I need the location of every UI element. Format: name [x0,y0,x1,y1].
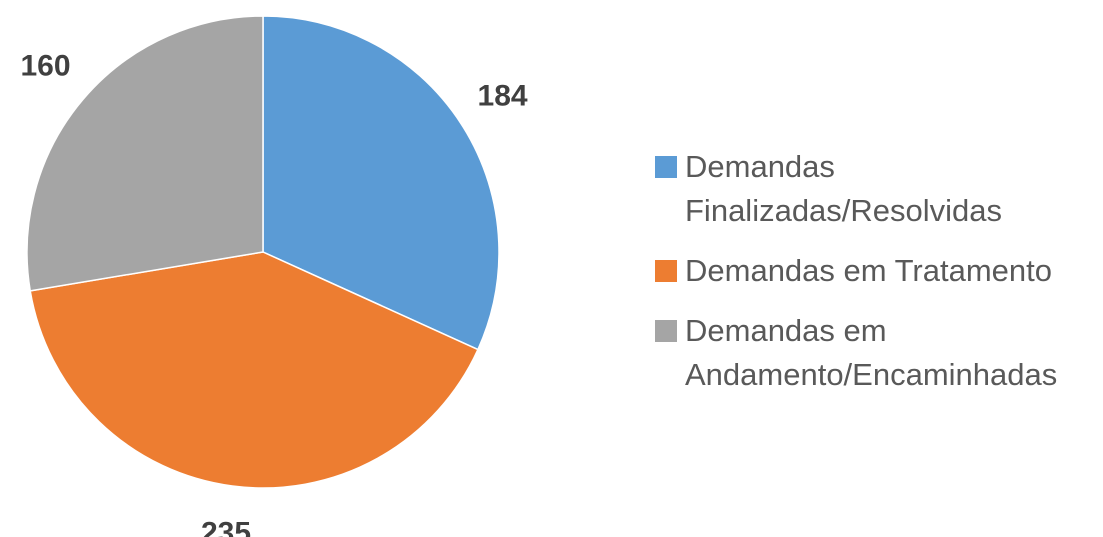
legend: Demandas Finalizadas/Resolvidas Demandas … [655,145,1100,397]
legend-label: Demandas Finalizadas/Resolvidas [685,149,1003,228]
data-label: 160 [20,50,70,83]
pie-slice [29,251,479,489]
legend-swatch [655,320,677,342]
data-label: 184 [478,80,528,113]
pie-slice [26,15,264,292]
legend-item: Demandas em Tratamento [655,249,1100,293]
legend-swatch [655,156,677,178]
legend-swatch [655,260,677,282]
data-label: 235 [201,517,251,537]
legend-item: Demandas Finalizadas/Resolvidas [655,145,1100,233]
legend-label: Demandas em Andamento/Encaminhadas [685,313,1058,392]
legend-item: Demandas em Andamento/Encaminhadas [655,309,1100,397]
pie-slice [262,15,500,351]
legend-label: Demandas em Tratamento [685,253,1053,288]
